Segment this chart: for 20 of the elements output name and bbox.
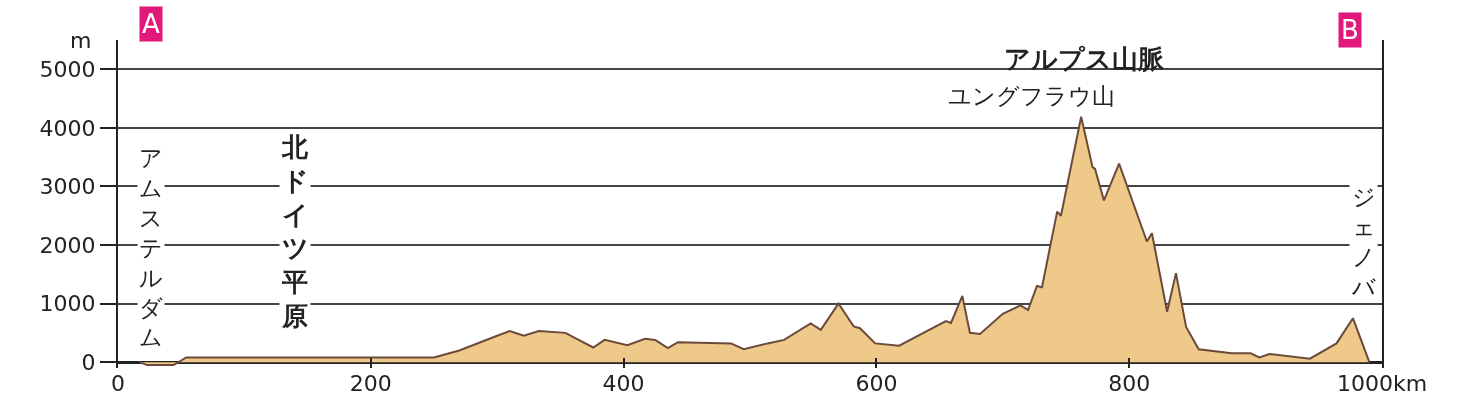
annotation: B [1341,15,1359,45]
x-tick-label: 1000km [1336,371,1428,396]
x-tick-label: 600 [855,371,898,396]
annotation: アムステルダム [139,145,163,351]
y-tick-label: 5000 [39,56,96,82]
y-tick-label: 4000 [39,115,96,141]
y-tick-label: 2000 [39,232,96,258]
y-tick-label: 3000 [39,174,96,200]
x-tick-label: 200 [349,371,392,396]
annotation: アルプス山脈 [1004,44,1165,74]
x-tick-label: 0 [111,371,125,396]
annotation: ユングフラウ山 [948,83,1115,109]
x-tick-label: 400 [602,371,645,396]
annotation: 北ドイツ平原 [281,132,309,331]
text: A [142,9,160,39]
y-axis-title: m [70,28,92,53]
y-tick-label: 1000 [39,291,96,317]
x-tick-label: 800 [1108,371,1151,396]
y-tick-label: 0 [81,349,96,375]
annotation: ジェノバ [1351,184,1376,300]
